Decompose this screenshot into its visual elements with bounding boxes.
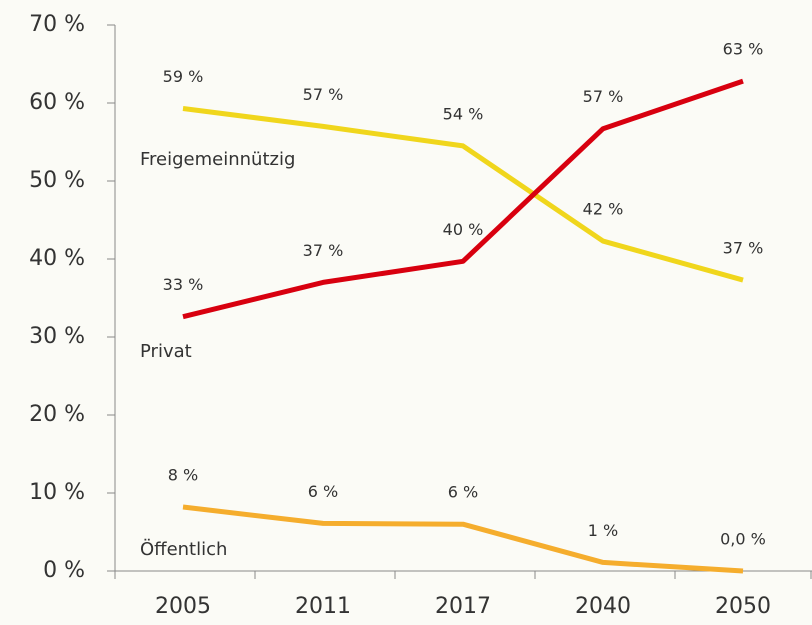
y-tick-label: 30 % (29, 324, 85, 349)
series-label: Öffentlich (140, 538, 227, 560)
data-label: 59 % (163, 67, 204, 86)
data-label: 42 % (583, 200, 624, 219)
line-series (182, 105, 744, 283)
y-tick-label: 0 % (43, 558, 85, 583)
x-tick-label: 2005 (155, 594, 211, 619)
data-label: 33 % (163, 275, 204, 294)
x-tick-label: 2040 (575, 594, 631, 619)
x-tick-label: 2011 (295, 594, 351, 619)
line-series (182, 504, 744, 574)
data-label: 40 % (443, 220, 484, 239)
data-label: 57 % (583, 87, 624, 106)
data-label: 0,0 % (720, 530, 766, 549)
series-label: Privat (140, 341, 192, 362)
y-tick-label: 40 % (29, 246, 85, 271)
data-label: 57 % (303, 85, 344, 104)
x-tick-label: 2050 (715, 594, 771, 619)
data-label: 6 % (308, 482, 338, 501)
y-tick-label: 70 % (29, 12, 85, 37)
y-tick-label: 60 % (29, 90, 85, 115)
data-label: 37 % (723, 239, 764, 258)
y-tick-label: 20 % (29, 402, 85, 427)
x-tick-label: 2017 (435, 594, 491, 619)
data-label: 6 % (448, 483, 478, 502)
data-label: 8 % (168, 466, 198, 485)
data-label: 37 % (303, 241, 344, 260)
y-tick-label: 50 % (29, 168, 85, 193)
y-tick-label: 10 % (29, 480, 85, 505)
line-series (182, 78, 744, 320)
series-label: Freigemeinnützig (140, 149, 295, 170)
data-label: 54 % (443, 104, 484, 123)
data-label: 63 % (723, 40, 764, 59)
data-label: 1 % (588, 521, 618, 540)
